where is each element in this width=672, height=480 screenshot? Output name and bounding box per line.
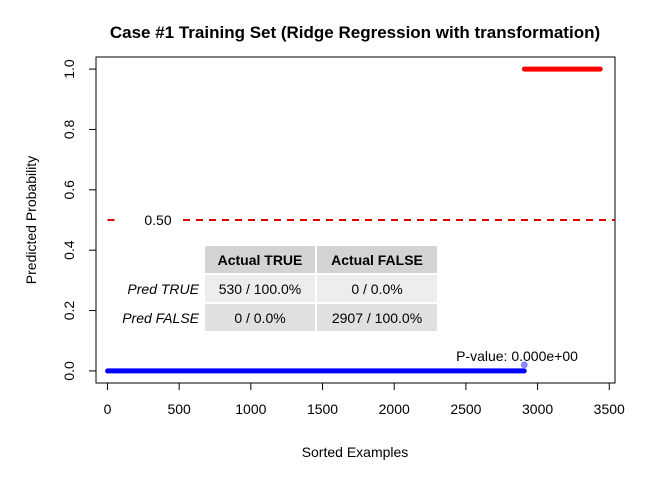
y-tick-label: 0.6: [61, 180, 77, 200]
table-row-label: Pred FALSE: [122, 310, 199, 326]
y-tick-label: 0.2: [61, 301, 77, 321]
y-axis-label: Predicted Probability: [23, 156, 39, 284]
x-axis: 0 500 1000 1500 2000 2500 3000 3500: [104, 382, 625, 417]
confusion-table: Actual TRUE Actual FALSE Pred TRUE 530 /…: [122, 246, 437, 331]
p-value-label: P-value: 0.000e+00: [456, 348, 578, 364]
chart-title: Case #1 Training Set (Ridge Regression w…: [110, 23, 600, 42]
table-cell-value: 0 / 0.0%: [234, 310, 285, 326]
table-cell: [317, 304, 437, 331]
x-tick-label: 3000: [522, 401, 553, 417]
table-header-cell: [205, 246, 315, 273]
y-tick-label: 0.4: [61, 240, 77, 260]
table-header-cell: [317, 246, 437, 273]
table-cell: [205, 304, 315, 331]
x-tick-label: 1500: [307, 401, 338, 417]
y-tick-label: 0.0: [61, 361, 77, 381]
table-cell: [205, 275, 315, 302]
x-tick-label: 2000: [379, 401, 410, 417]
data-point-marker: [520, 361, 528, 369]
x-tick-label: 3500: [594, 401, 625, 417]
x-tick-label: 0: [104, 401, 112, 417]
table-cell-value: 530 / 100.0%: [219, 281, 302, 297]
table-row-label: Pred TRUE: [127, 281, 199, 297]
x-tick-label: 500: [167, 401, 191, 417]
table-cell-value: 0 / 0.0%: [351, 281, 402, 297]
threshold-label: 0.50: [144, 212, 171, 228]
x-tick-label: 1000: [235, 401, 266, 417]
table-cell: [317, 275, 437, 302]
table-cell-value: 2907 / 100.0%: [332, 310, 422, 326]
y-axis: 0.0 0.2 0.4 0.6 0.8 1.0: [61, 59, 97, 381]
x-axis-label: Sorted Examples: [302, 444, 409, 460]
y-tick-label: 1.0: [61, 59, 77, 79]
x-tick-label: 2500: [450, 401, 481, 417]
table-col-header: Actual FALSE: [331, 252, 423, 268]
y-tick-label: 0.8: [61, 120, 77, 140]
table-col-header: Actual TRUE: [218, 252, 303, 268]
